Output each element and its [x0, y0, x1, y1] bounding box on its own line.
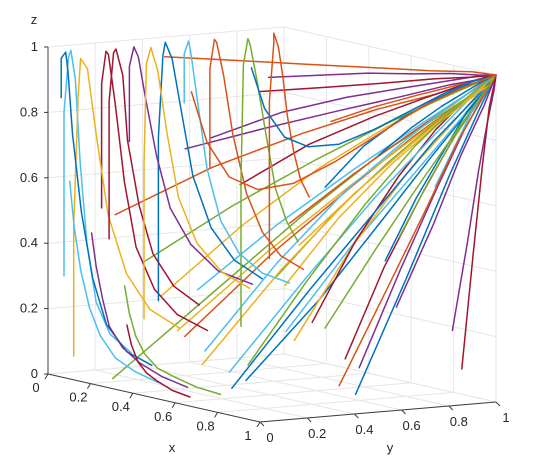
grid-line	[283, 91, 497, 141]
y-tick-label: 1	[502, 410, 509, 425]
trajectory-line	[108, 48, 200, 306]
x-tick-label: 0.6	[154, 409, 172, 424]
trajectory-line	[128, 46, 254, 285]
y-tick	[306, 417, 312, 423]
grid-line	[95, 369, 308, 419]
x-tick	[86, 383, 91, 389]
y-tick	[401, 409, 406, 415]
grid-line	[217, 391, 454, 413]
x-tick	[171, 402, 176, 409]
y-tick-label: 0.4	[355, 422, 373, 437]
x-axis-line	[47, 373, 261, 423]
x-axis-label: x	[169, 440, 176, 455]
trajectory-line	[344, 74, 497, 360]
trajectory-line	[461, 74, 497, 370]
trajectory-line	[298, 74, 497, 247]
trajectory-line	[123, 285, 222, 396]
grid-line	[283, 353, 497, 403]
trajectory-line	[324, 74, 497, 329]
trajectory-line	[338, 74, 497, 387]
trajectory-line	[231, 74, 497, 390]
grid-line	[47, 353, 285, 375]
trajectory-line	[258, 74, 497, 93]
trajectory-line	[395, 74, 497, 308]
trajectory-line	[451, 74, 497, 332]
trajectory-line	[240, 37, 299, 328]
x-tick	[256, 421, 261, 428]
trajectory-line	[126, 324, 191, 398]
x-tick	[129, 392, 134, 399]
grid-line	[90, 363, 327, 385]
trajectory-line	[72, 57, 181, 357]
grid-line	[283, 26, 497, 76]
x-tick	[214, 412, 219, 418]
grid-line	[236, 357, 449, 407]
trajectory-line	[247, 74, 497, 366]
y-axis-line	[259, 401, 497, 423]
trajectory-line	[250, 67, 497, 148]
trajectory-line	[157, 41, 263, 302]
trajectory-line	[267, 72, 497, 79]
grid-line	[283, 222, 497, 272]
y-tick-label: 0	[266, 430, 273, 445]
grid-line	[189, 361, 402, 411]
grid-line	[47, 91, 285, 113]
trajectory-line	[354, 74, 497, 396]
x-tick-label: 0.8	[197, 418, 215, 433]
grid-line	[47, 288, 285, 310]
grid-line	[175, 382, 412, 404]
trajectories	[60, 32, 497, 398]
grid-line	[47, 157, 285, 179]
z-tick-label: 0	[31, 366, 38, 381]
trajectory-line	[183, 40, 291, 284]
grid-line	[283, 288, 497, 338]
y-axis-label: y	[387, 440, 394, 455]
z-tick-label: 0.2	[20, 301, 38, 316]
x-tick-label: 1	[244, 428, 251, 443]
grid-line	[47, 26, 285, 48]
x-tick-label: 0.4	[112, 399, 130, 414]
trajectory-line	[324, 74, 497, 188]
y-tick-label: 0.8	[450, 414, 468, 429]
trajectory-line	[68, 180, 160, 384]
y-tick	[495, 401, 501, 407]
trajectory-line	[190, 74, 497, 191]
x-tick-label: 0	[32, 380, 39, 395]
axes	[44, 46, 501, 428]
trajectory-line	[268, 32, 310, 260]
trajectory-line	[143, 46, 251, 320]
trajectory-line	[100, 50, 209, 332]
z-tick-label: 0.4	[20, 235, 38, 250]
z-tick-label: 0.8	[20, 104, 38, 119]
x-tick	[44, 373, 49, 380]
z-tick-label: 0.6	[20, 170, 38, 185]
y-tick	[448, 405, 454, 411]
y-tick	[259, 421, 265, 427]
z-tick-label: 1	[31, 39, 38, 54]
trajectory-line	[90, 232, 189, 389]
z-axis-label: z	[31, 12, 38, 27]
tick-labels: 00.20.40.60.81 0 0.2 0.4 0.6 0.8 100.20.40.60.…	[20, 39, 510, 445]
trajectory-line	[209, 38, 305, 271]
grid-line	[142, 365, 355, 415]
trajectory-line	[239, 74, 497, 186]
y-tick	[354, 413, 359, 419]
y-tick-label: 0.2	[308, 426, 326, 441]
y-tick-label: 0.6	[403, 418, 421, 433]
x-tick-label: 0.2	[69, 390, 87, 405]
trajectory-line	[164, 56, 497, 76]
